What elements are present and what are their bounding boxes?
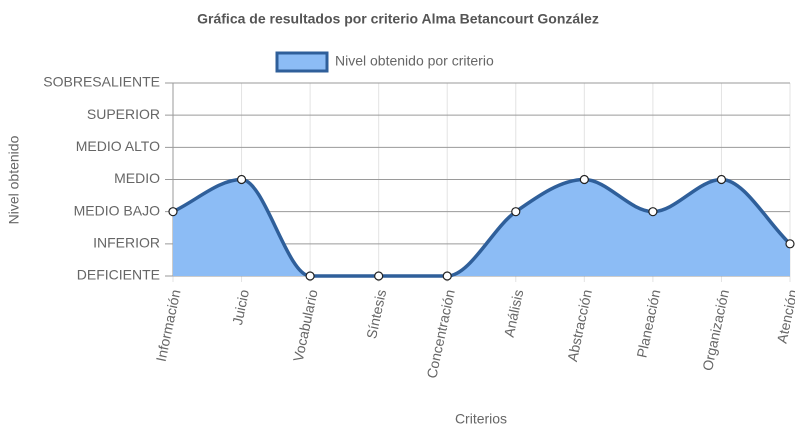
- line: [172, 177, 792, 278]
- point: [442, 271, 452, 281]
- point: [236, 174, 247, 185]
- x-axis-label: Criterios: [455, 411, 507, 427]
- y-tick-label: SUPERIOR: [87, 106, 160, 122]
- area: [173, 179, 790, 276]
- chart-title: Gráfica de resultados por criterio Alma …: [197, 11, 599, 27]
- x-tick-label: Planeación: [633, 288, 663, 359]
- point: [305, 271, 315, 281]
- point: [374, 271, 384, 281]
- y-tick-label: MEDIO ALTO: [76, 138, 160, 154]
- y-tick-label: DEFICIENTE: [77, 267, 160, 283]
- x-tick-label: Vocabulario: [290, 288, 321, 363]
- x-tick-label: Atención: [774, 288, 795, 345]
- legend-label: Nivel obtenido por criterio: [335, 53, 494, 69]
- x-tick-label: Organización: [699, 288, 732, 372]
- x-tick-label: Juicio: [229, 288, 252, 327]
- x-tick-label: Síntesis: [363, 288, 389, 340]
- x-tick-label: Información: [153, 288, 184, 363]
- point: [716, 174, 727, 185]
- x-tick-label: Abstracción: [564, 288, 595, 363]
- y-axis-label: Nivel obtenido: [6, 135, 22, 224]
- y-tick-label: MEDIO BAJO: [74, 202, 160, 218]
- x-tick-label: Análisis: [501, 288, 527, 339]
- point: [579, 174, 589, 185]
- point: [648, 207, 658, 217]
- x-tick-label: Concentración: [423, 288, 457, 380]
- legend-swatch: [275, 51, 329, 73]
- y-tick-label: INFERIOR: [93, 235, 160, 251]
- y-tick-label: SOBRESALIENTE: [43, 74, 160, 90]
- point: [168, 207, 178, 217]
- point: [511, 207, 521, 217]
- point: [785, 239, 795, 249]
- y-tick-label: MEDIO: [114, 170, 160, 186]
